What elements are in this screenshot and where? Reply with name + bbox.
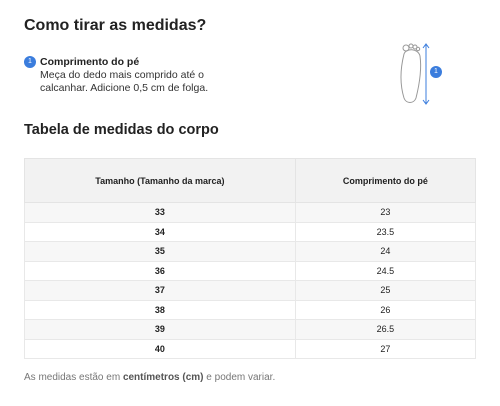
- table-cell: 38: [24, 299, 296, 320]
- toe: [408, 43, 414, 49]
- footer-text: As medidas estão em: [24, 372, 123, 383]
- table-row: 35 24: [24, 241, 477, 262]
- toe: [412, 44, 418, 50]
- table-cell: 23: [294, 202, 477, 223]
- table-row: 39 26.5: [24, 319, 477, 340]
- table-cell: 27: [294, 338, 477, 359]
- table-row: 40 27: [24, 338, 477, 359]
- foot-figure: [400, 43, 430, 105]
- section-title: Tabela de medidas do corpo: [24, 122, 219, 138]
- toe: [415, 46, 421, 52]
- foot-outline: [400, 49, 422, 103]
- table-cell: 24: [294, 241, 477, 262]
- table-cell: 25: [294, 280, 477, 301]
- table-row: 38 26: [24, 299, 477, 320]
- column-header: Comprimento do pé: [294, 158, 477, 203]
- figure-badge: 1: [430, 66, 442, 78]
- footer-text: e podem variar.: [203, 372, 276, 383]
- table-row: 37 25: [24, 280, 477, 301]
- table-row: 34 23.5: [24, 221, 477, 242]
- table-row: 36 24.5: [24, 260, 477, 281]
- table-cell: 39: [24, 319, 296, 340]
- toe: [402, 44, 410, 52]
- table-cell: 34: [24, 221, 296, 242]
- footer-note: As medidas estão em centímetros (cm) e p…: [24, 372, 275, 383]
- header-row: Tamanho (Tamanho da marca) Comprimento do…: [24, 158, 477, 203]
- step-description: Meça do dedo mais comprido até o calcanh…: [40, 69, 209, 94]
- column-header: Tamanho (Tamanho da marca): [24, 158, 296, 203]
- footer-bold: centímetros (cm): [122, 372, 204, 383]
- step-title: Comprimento do pé: [40, 56, 140, 68]
- size-table: Tamanho (Tamanho da marca) Comprimento do…: [24, 158, 477, 359]
- table-cell: 23.5: [294, 221, 477, 242]
- table-cell: 36: [24, 260, 296, 281]
- table-cell: 26: [294, 299, 477, 320]
- table-cell: 33: [24, 202, 296, 223]
- step-badge: 1: [24, 56, 36, 68]
- measure-arrows: [422, 43, 430, 105]
- table-cell: 35: [24, 241, 296, 262]
- table-body: 33 23 34 23.5 35 24 36 24.5 37 25 38 26 39 26.5 40 27: [24, 202, 477, 359]
- table-row: 33 23: [24, 202, 477, 223]
- page-title: Como tirar as medidas?: [24, 17, 207, 34]
- table-cell: 26.5: [294, 319, 477, 340]
- table-cell: 40: [24, 338, 296, 359]
- table-cell: 37: [24, 280, 296, 301]
- table-cell: 24.5: [294, 260, 477, 281]
